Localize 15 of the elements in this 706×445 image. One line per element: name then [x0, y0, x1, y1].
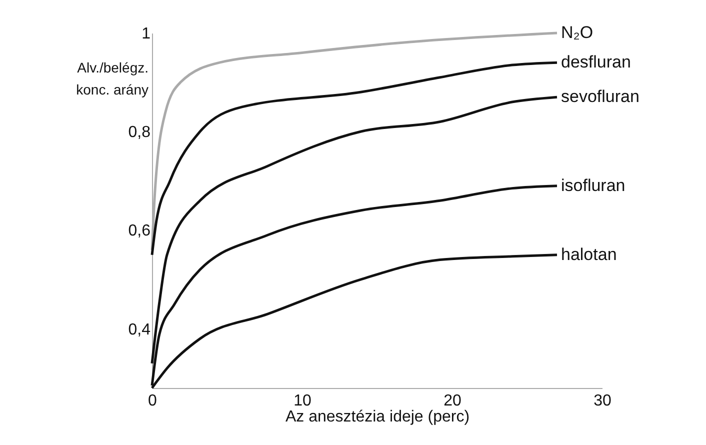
y-tick-label: 0,4: [128, 321, 151, 338]
series-label: desfluran: [561, 52, 631, 72]
x-tick-label: 10: [294, 392, 312, 410]
y-tick-label: 0,6: [128, 222, 151, 240]
x-tick-label: 30: [594, 392, 612, 410]
y-tick-label: 1: [142, 26, 151, 42]
y-tick-label: 0,8: [128, 124, 151, 142]
series-label: halotan: [561, 244, 617, 264]
y-axis-title: Alv./belégz. konc. arány: [76, 60, 148, 98]
series-label: isofluran: [561, 176, 626, 195]
series-label: sevofluran: [561, 87, 640, 106]
x-tick-label: 0: [148, 392, 158, 410]
series-label: N₂O: [561, 23, 594, 42]
x-axis-title: Az anesztézia ideje (perc): [285, 408, 470, 426]
x-tick-label: 20: [444, 392, 462, 410]
